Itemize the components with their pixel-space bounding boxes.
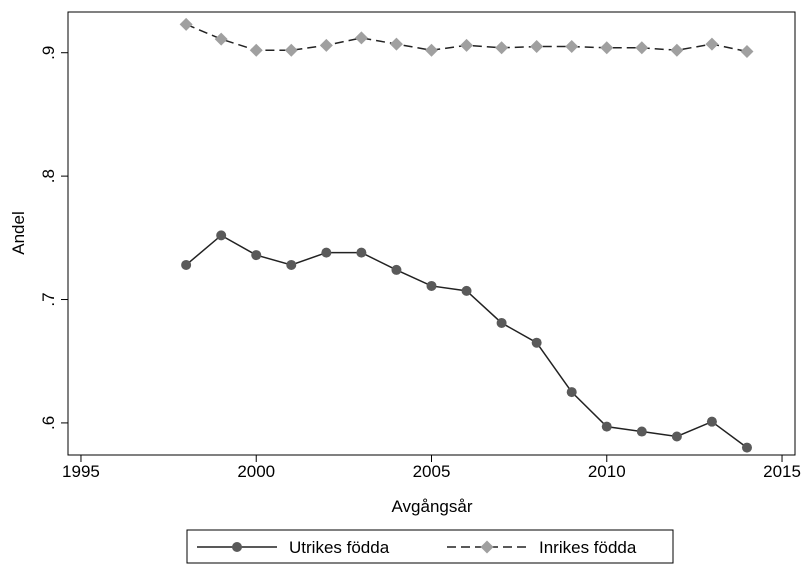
x-axis-label: Avgångsår	[392, 497, 473, 516]
y-axis-label: Andel	[9, 211, 28, 254]
plot-frame	[67, 11, 796, 456]
marker	[391, 264, 402, 275]
marker	[531, 337, 542, 348]
y-tick-label: .9	[39, 46, 58, 60]
marker	[600, 41, 614, 55]
x-tick-label: 2000	[237, 462, 275, 481]
marker	[356, 247, 367, 258]
marker	[389, 37, 403, 51]
series-line	[185, 234, 748, 449]
marker	[181, 259, 192, 270]
marker	[216, 230, 227, 241]
marker	[319, 38, 333, 52]
legend-marker	[480, 540, 494, 554]
marker	[460, 38, 474, 52]
x-tick-label: 1995	[62, 462, 100, 481]
marker	[635, 41, 649, 55]
marker	[179, 17, 193, 31]
marker	[425, 43, 438, 57]
x-tick-label: 2005	[413, 462, 451, 481]
marker	[670, 43, 684, 57]
marker	[706, 416, 717, 427]
y-tick-label: .8	[39, 169, 58, 183]
marker	[461, 285, 472, 296]
marker	[671, 431, 682, 442]
marker	[286, 259, 297, 270]
marker	[495, 41, 509, 55]
marker	[249, 43, 263, 57]
marker	[321, 247, 332, 258]
y-tick-label: .6	[39, 416, 58, 430]
marker	[565, 40, 579, 54]
marker	[426, 280, 437, 291]
marker	[741, 442, 752, 453]
marker	[601, 421, 612, 432]
marker	[284, 43, 298, 57]
marker	[496, 317, 507, 328]
marker	[740, 44, 754, 58]
x-tick-label: 2015	[763, 462, 801, 481]
legend-marker	[232, 542, 242, 552]
marker	[214, 32, 228, 46]
x-tick-label: 2010	[588, 462, 626, 481]
marker	[636, 426, 647, 437]
marker	[354, 31, 368, 45]
y-tick-label: .7	[39, 292, 58, 306]
marker	[705, 37, 719, 51]
legend-label: Inrikes födda	[539, 538, 637, 557]
marker	[251, 250, 262, 261]
marker	[566, 387, 577, 398]
marker	[530, 40, 544, 54]
legend-label: Utrikes födda	[289, 538, 390, 557]
